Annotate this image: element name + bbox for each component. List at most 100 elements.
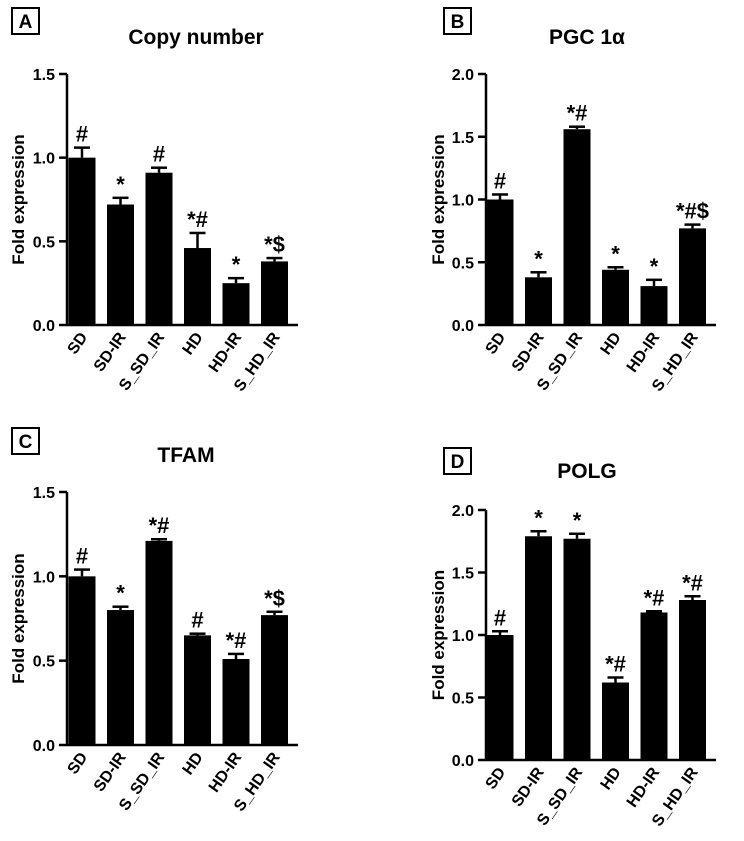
y-tick-label: 1.0 <box>33 569 55 586</box>
bar <box>68 576 96 745</box>
significance-label: *# <box>149 513 170 538</box>
significance-label: * <box>232 252 241 277</box>
significance-label: # <box>494 605 506 630</box>
x-tick-label: HD-IR <box>206 749 246 796</box>
y-tick-label: 0.0 <box>452 318 474 335</box>
significance-label: # <box>76 544 88 569</box>
y-tick-label: 2.0 <box>452 67 474 84</box>
bar <box>563 129 591 325</box>
bar <box>486 635 514 760</box>
significance-label: * <box>611 241 620 266</box>
panel-letter: A <box>19 12 33 33</box>
x-tick-label: SD <box>483 330 510 358</box>
y-tick-label: 0.0 <box>452 753 474 770</box>
chart-title: POLG <box>557 460 617 483</box>
y-axis-label: Fold expression <box>9 553 28 683</box>
panel-letter: C <box>19 432 33 453</box>
bar <box>222 283 250 325</box>
significance-label: *# <box>605 652 626 677</box>
panel-letter-box <box>11 7 40 35</box>
significance-label: # <box>494 168 506 193</box>
bar <box>184 635 211 745</box>
panel-letter-box <box>443 447 472 475</box>
chart-title: Copy number <box>128 26 263 49</box>
significance-label: *# <box>187 207 208 232</box>
bar <box>222 658 250 745</box>
y-tick-label: 1.0 <box>452 193 474 210</box>
x-tick-label: HD <box>598 765 625 794</box>
y-tick-label: 0.5 <box>452 255 474 272</box>
x-tick-label: HD-IR <box>624 764 664 811</box>
significance-label: * <box>573 508 582 533</box>
significance-label: *# <box>567 101 588 126</box>
y-tick-label: 0.5 <box>452 691 474 708</box>
x-tick-label: SD-IR <box>91 329 130 375</box>
significance-label: *#$ <box>676 199 709 224</box>
x-tick-label: HD-IR <box>624 329 664 376</box>
chart-panel-b: B PGC 1α Fold expression 0.0 0.5 1.0 1.5 2.0 # SD… <box>429 7 716 395</box>
bar <box>679 600 706 760</box>
bar <box>640 612 668 760</box>
significance-label: # <box>191 608 203 633</box>
x-tick-label: HD <box>598 330 625 359</box>
y-tick-label: 1.5 <box>452 130 474 147</box>
bar <box>602 269 629 325</box>
bar <box>563 538 591 760</box>
bar <box>184 248 211 325</box>
x-tick-label: HD <box>180 750 207 779</box>
x-tick-label: SD-IR <box>509 764 548 810</box>
bar <box>68 157 96 325</box>
y-axis-label: Fold expression <box>429 134 448 264</box>
significance-label: * <box>650 254 659 279</box>
bar <box>679 228 706 325</box>
x-tick-label: HD <box>180 330 207 359</box>
panel-letter-box <box>443 7 472 35</box>
x-tick-label: HD-IR <box>206 329 246 376</box>
significance-label: * <box>116 581 125 606</box>
significance-label: *# <box>682 570 703 595</box>
chart-panel-a: A Copy number Fold expression 0.0 0.5 1.0 1.5 #… <box>9 7 298 395</box>
significance-label: # <box>153 142 165 167</box>
y-axis-label: Fold expression <box>9 134 28 264</box>
bar <box>107 204 134 325</box>
y-tick-label: 2.0 <box>452 503 474 520</box>
significance-label: # <box>76 122 88 147</box>
panel-letter: D <box>451 452 465 473</box>
bar <box>261 261 288 325</box>
significance-label: * <box>534 505 543 530</box>
y-tick-label: 1.5 <box>33 485 55 502</box>
y-tick-label: 0.0 <box>33 318 55 335</box>
x-tick-label: SD-IR <box>509 329 548 375</box>
x-tick-label: SD <box>65 330 92 358</box>
y-tick-label: 1.5 <box>452 566 474 583</box>
y-tick-label: 0.0 <box>33 738 55 755</box>
significance-label: * <box>116 172 125 197</box>
bar <box>525 536 552 760</box>
significance-label: *$ <box>264 586 285 611</box>
bar <box>602 682 629 760</box>
chart-panel-c: C TFAM Fold expression 0.0 0.5 1.0 1.5 # SD * SD-I… <box>9 427 298 815</box>
bar <box>525 277 552 325</box>
y-tick-label: 0.5 <box>33 654 55 671</box>
chart-title: TFAM <box>157 444 214 467</box>
panel-letter: B <box>451 12 465 33</box>
x-tick-label: SD-IR <box>91 749 130 795</box>
y-tick-label: 1.0 <box>452 628 474 645</box>
bar <box>261 615 288 745</box>
significance-label: * <box>534 246 543 271</box>
y-tick-label: 0.5 <box>33 234 55 251</box>
y-tick-label: 1.0 <box>33 151 55 168</box>
chart-title: PGC 1α <box>549 26 625 49</box>
bar <box>640 286 668 325</box>
bar <box>107 610 134 745</box>
chart-panel-d: D POLG Fold expression 0.0 0.5 1.0 1.5 2.0 # SD * S… <box>429 447 716 830</box>
significance-label: *$ <box>264 232 285 257</box>
significance-label: *# <box>644 585 665 610</box>
y-axis-label: Fold expression <box>429 570 448 700</box>
bar <box>145 540 173 745</box>
bar <box>486 199 514 325</box>
significance-label: *# <box>226 628 247 653</box>
bar <box>145 172 173 325</box>
panel-letter-box <box>11 427 40 455</box>
